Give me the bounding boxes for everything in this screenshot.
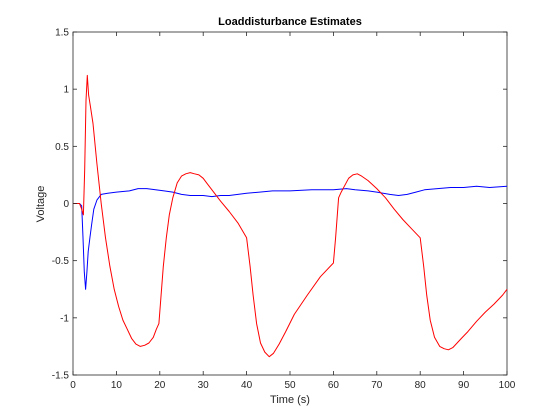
chart-title: Loaddisturbance Estimates	[218, 16, 362, 28]
plot-area	[72, 31, 508, 376]
y-tick-label: 0	[63, 199, 69, 210]
y-axis-label: Voltage	[35, 186, 47, 223]
x-tick-label: 100	[499, 380, 516, 391]
y-axis-ticks: 1.5 1 0.5 0 -0.5 -1 -1.5	[52, 28, 507, 382]
y-tick-label: -1.5	[52, 371, 70, 382]
x-tick-label: 30	[198, 380, 210, 391]
x-tick-label: 90	[458, 380, 470, 391]
x-tick-label: 60	[328, 380, 340, 391]
y-tick-label: 1	[63, 85, 69, 96]
x-tick-label: 80	[415, 380, 427, 391]
x-axis-ticks: 0 10 20 30 40 50 60 70 80 90 100	[70, 32, 516, 391]
y-tick-label: 1.5	[55, 28, 69, 39]
series-layer	[73, 74, 508, 358]
y-tick-label: -0.5	[52, 256, 70, 267]
x-tick-label: 10	[111, 380, 123, 391]
x-axis-label: Time (s)	[270, 394, 310, 406]
x-tick-label: 0	[70, 380, 76, 391]
x-tick-label: 40	[241, 380, 253, 391]
y-tick-label: -1	[60, 313, 69, 324]
x-tick-label: 50	[284, 380, 296, 391]
y-tick-label: 0.5	[55, 142, 69, 153]
x-tick-label: 70	[371, 380, 383, 391]
series-line-1	[73, 185, 508, 290]
x-tick-label: 20	[154, 380, 166, 391]
series-line-2	[73, 74, 508, 358]
